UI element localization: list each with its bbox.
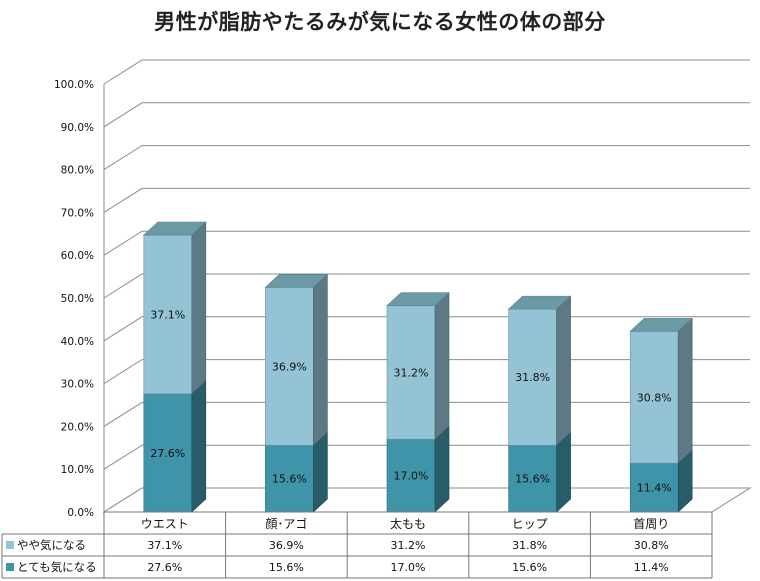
y-tick-label: 50.0% xyxy=(61,293,94,305)
table-cell: 37.1% xyxy=(147,539,182,552)
y-tick-label: 10.0% xyxy=(61,464,94,476)
y-tick-label: 100.0% xyxy=(54,79,94,91)
data-label: 31.8% xyxy=(515,371,550,384)
bar-top xyxy=(629,318,693,332)
gridline xyxy=(103,230,750,256)
x-tick-label: ウエスト xyxy=(141,517,189,531)
bar-side xyxy=(434,292,450,440)
table-cell: 17.0% xyxy=(391,561,426,574)
y-tick-label: 0.0% xyxy=(67,507,94,519)
table-cell: 15.6% xyxy=(512,561,547,574)
gridline xyxy=(103,187,750,213)
data-label: 17.0% xyxy=(394,470,429,483)
bar-top xyxy=(507,295,572,310)
y-tick-label: 20.0% xyxy=(61,421,94,433)
bar-side xyxy=(191,221,207,395)
legend-label: とても気になる xyxy=(17,560,97,574)
table-cell: 15.6% xyxy=(269,561,304,574)
gridline xyxy=(103,273,750,299)
bar xyxy=(508,308,557,446)
y-tick-label: 40.0% xyxy=(61,336,94,348)
y-tick-label: 80.0% xyxy=(61,165,94,177)
bar-top xyxy=(264,273,329,288)
bar-top xyxy=(143,221,207,236)
bar xyxy=(629,331,679,464)
data-label: 36.9% xyxy=(272,360,307,373)
y-tick-label: 90.0% xyxy=(61,122,94,134)
legend-swatch xyxy=(6,541,14,549)
bar-side xyxy=(677,317,693,464)
table-cell: 30.8% xyxy=(634,539,669,552)
data-label: 37.1% xyxy=(150,308,185,321)
data-label: 11.4% xyxy=(637,482,672,495)
bar-side xyxy=(556,295,571,446)
bar xyxy=(265,286,314,446)
bar-side xyxy=(191,380,207,513)
x-tick-label: 顔･アゴ xyxy=(265,516,307,531)
y-tick-label: 60.0% xyxy=(61,250,94,262)
x-tick-label: 首周り xyxy=(633,517,669,531)
bar xyxy=(386,305,436,440)
legend-swatch xyxy=(6,563,14,571)
bar xyxy=(386,438,436,513)
y-tick-label: 30.0% xyxy=(61,379,94,391)
data-label: 31.2% xyxy=(394,366,429,379)
data-label: 30.8% xyxy=(637,391,672,404)
x-tick-label: ヒップ xyxy=(512,517,548,531)
bar-side xyxy=(313,431,328,513)
x-tick-label: 太もも xyxy=(390,516,426,531)
gridline xyxy=(103,145,750,171)
bar-side xyxy=(556,431,571,513)
bar xyxy=(508,444,557,513)
table-cell: 31.2% xyxy=(391,539,426,552)
gridline xyxy=(103,102,750,128)
table-cell: 11.4% xyxy=(634,561,669,574)
bar xyxy=(629,462,679,513)
table-cell: 27.6% xyxy=(147,561,182,574)
table-cell: 36.9% xyxy=(269,539,304,552)
data-label: 15.6% xyxy=(515,473,550,486)
y-tick-label: 70.0% xyxy=(61,207,94,219)
data-label: 27.6% xyxy=(150,447,185,460)
table-cell: 31.8% xyxy=(512,539,547,552)
bar-top xyxy=(386,292,450,307)
gridline xyxy=(103,59,750,85)
bar-side xyxy=(313,273,328,446)
legend-label: やや気になる xyxy=(17,538,86,552)
bar-side xyxy=(434,425,450,513)
data-label: 15.6% xyxy=(272,473,307,486)
chart-title: 男性が脂肪やたるみが気になる女性の体の部分 xyxy=(154,10,606,34)
